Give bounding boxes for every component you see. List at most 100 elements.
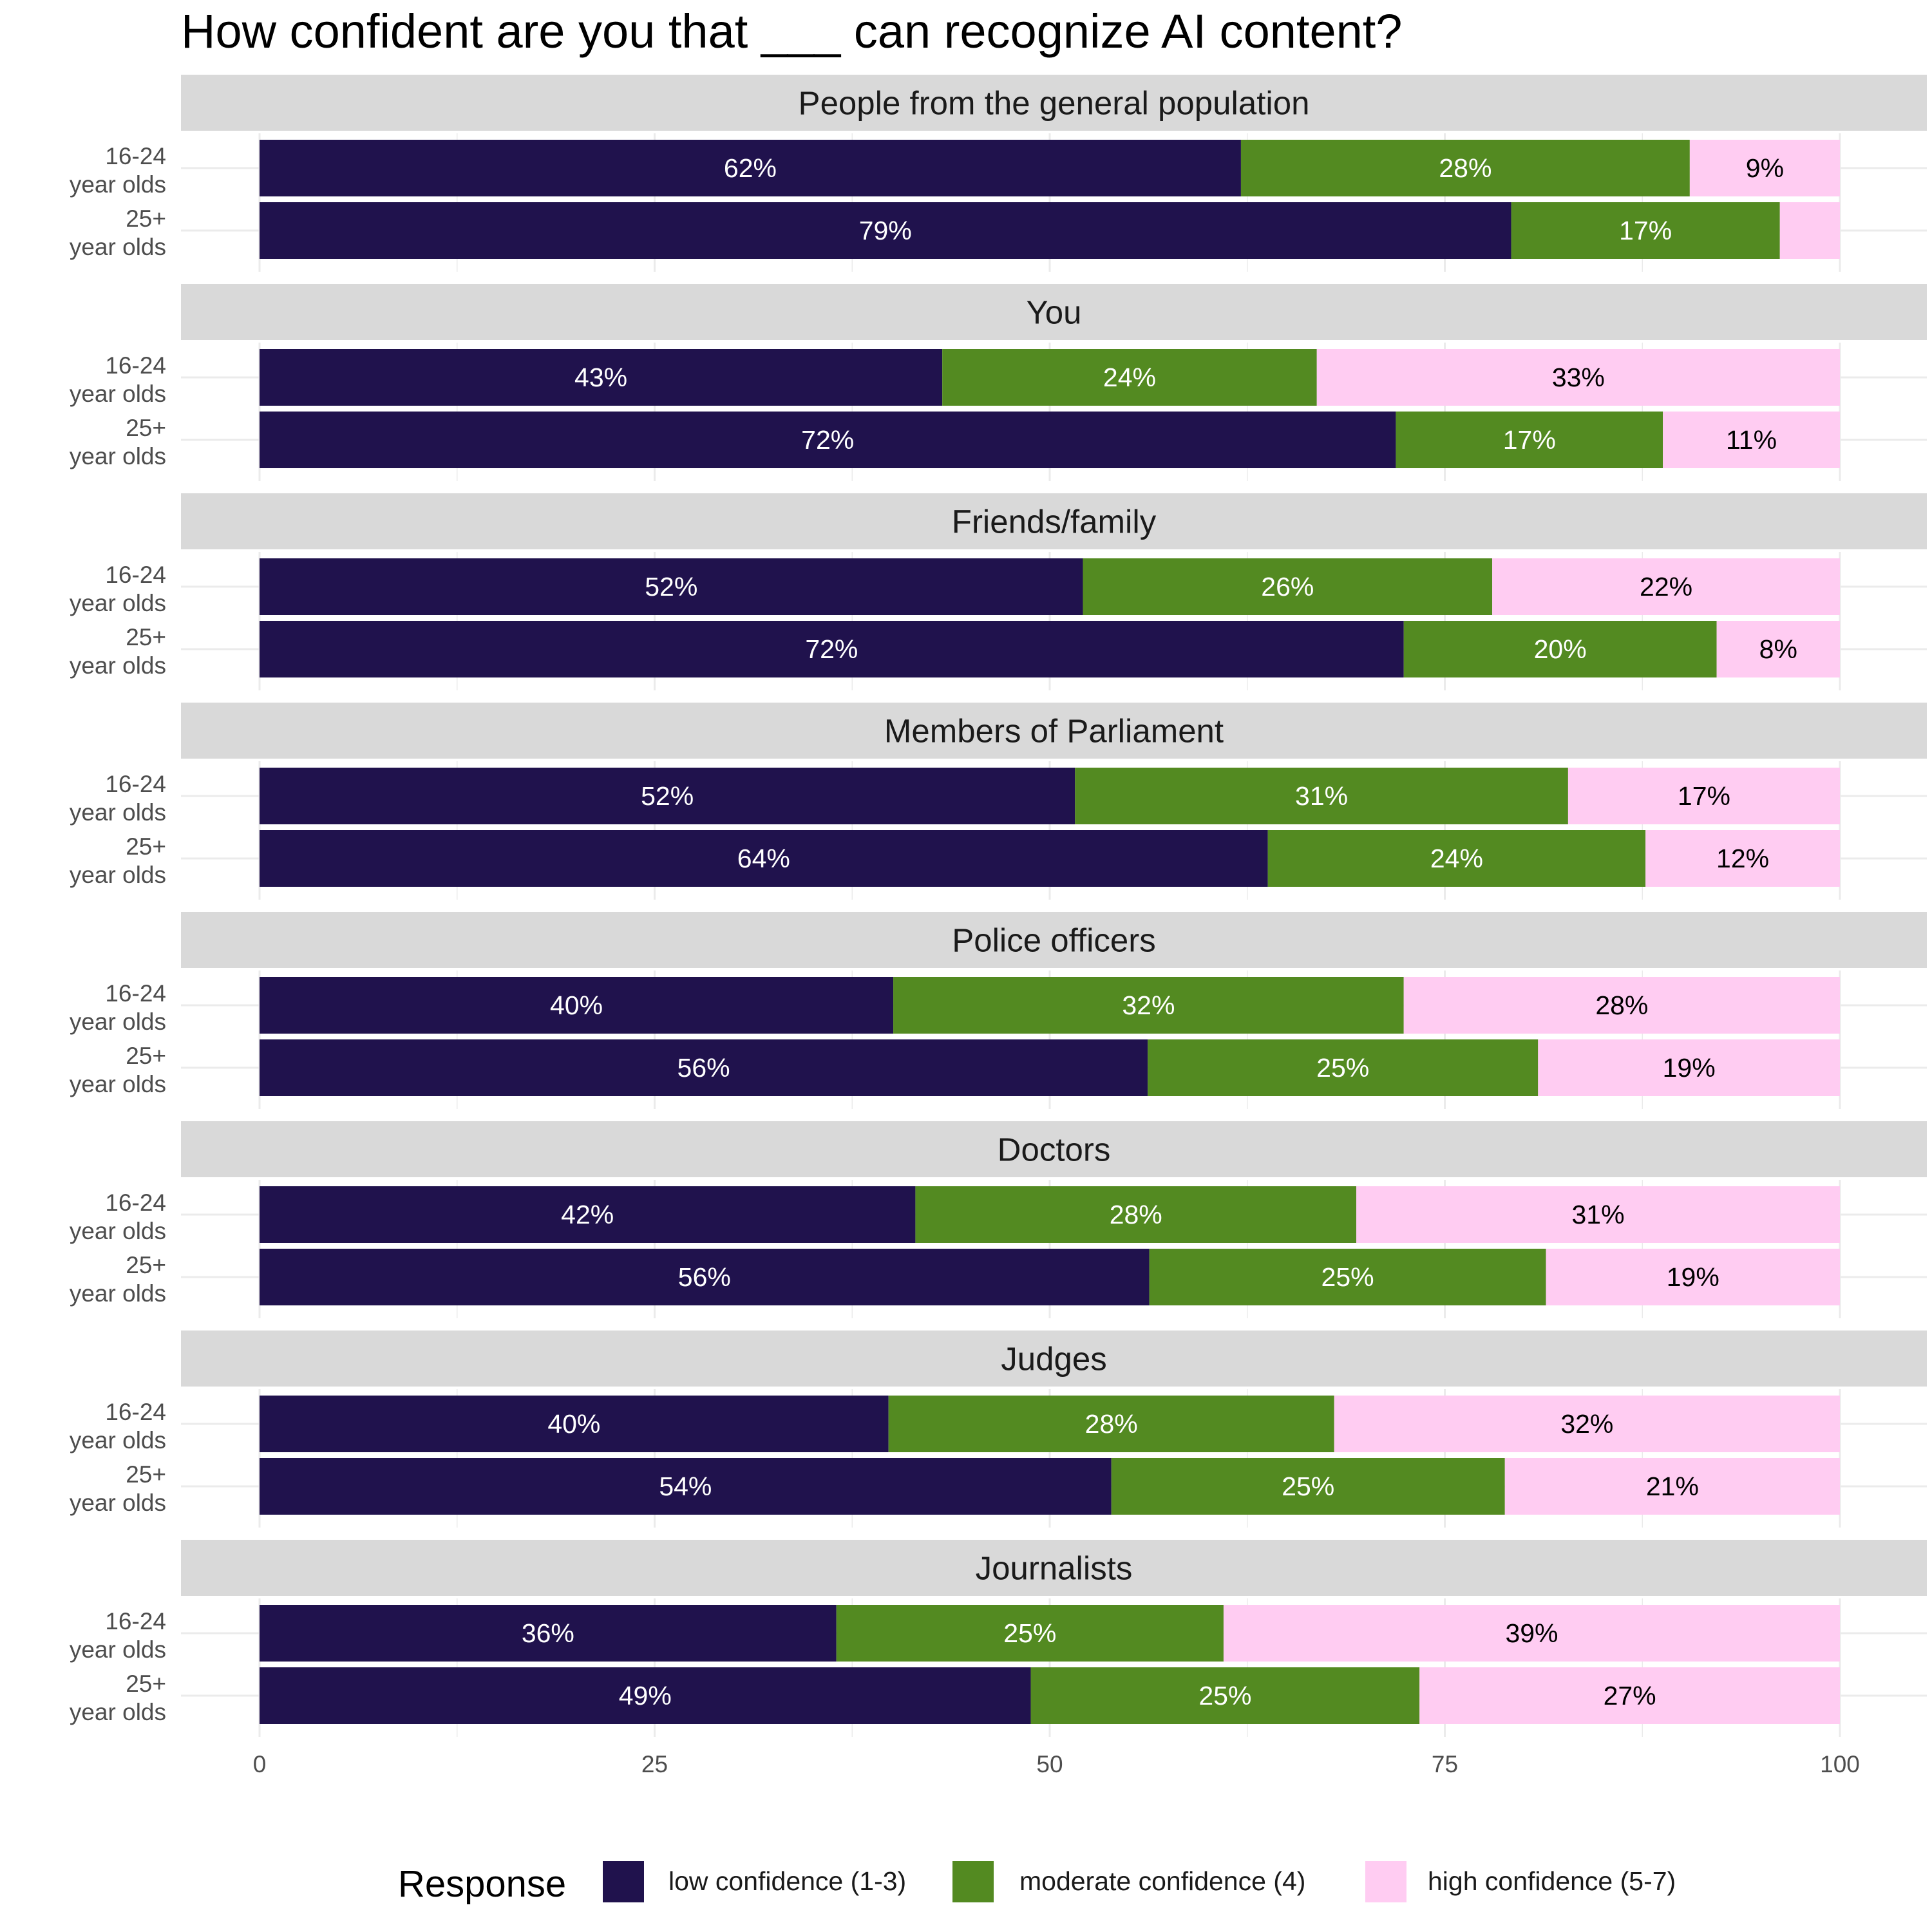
facet-strip	[181, 75, 1927, 131]
row-label-line2: year olds	[70, 381, 166, 407]
bar-segment	[1396, 412, 1663, 468]
bar-segment	[1546, 1249, 1840, 1305]
facet-strip-label: Journalists	[976, 1550, 1133, 1587]
row-label-line1: 25+	[126, 1043, 166, 1069]
row-label-line2: year olds	[70, 1009, 166, 1035]
bar-segment	[1663, 412, 1840, 468]
bar-segment	[1716, 621, 1840, 677]
bar-segment	[260, 1458, 1112, 1515]
data-label: 39%	[1505, 1618, 1558, 1648]
bar-segment	[1083, 558, 1493, 615]
bar-segment	[942, 349, 1317, 406]
data-label: 79%	[859, 216, 912, 245]
row-label-line1: 16-24	[105, 562, 166, 588]
bar-segment	[1567, 768, 1840, 824]
bar-segment	[1645, 830, 1840, 887]
data-label: 56%	[677, 1053, 730, 1083]
row-label-line2: year olds	[70, 171, 166, 198]
bar-segment	[1240, 140, 1690, 196]
row-label-line2: year olds	[70, 799, 166, 826]
data-label: 26%	[1261, 572, 1314, 601]
row-label-line2: year olds	[70, 590, 166, 616]
row-label-line2: year olds	[70, 862, 166, 888]
bar-segment	[1511, 202, 1780, 259]
facet-strip-label: Members of Parliament	[884, 713, 1224, 750]
facet-strip	[181, 912, 1927, 968]
data-label: 17%	[1619, 216, 1672, 245]
data-label: 25%	[1282, 1472, 1334, 1501]
legend: Response low confidence (1-3) moderate co…	[398, 1861, 1676, 1905]
row-label-line2: year olds	[70, 1427, 166, 1454]
bar-segment	[260, 977, 894, 1034]
bar-segment	[1779, 202, 1840, 259]
bar-segment	[1075, 768, 1568, 824]
row-label-line1: 25+	[126, 624, 166, 650]
data-label: 19%	[1667, 1262, 1719, 1292]
x-tick-label: 50	[1036, 1751, 1063, 1777]
data-label: 42%	[561, 1200, 614, 1229]
bar-segment	[1403, 621, 1717, 677]
data-label: 28%	[1595, 990, 1648, 1020]
data-label: 36%	[522, 1618, 574, 1648]
row-label-line2: year olds	[70, 1636, 166, 1663]
row-label-line1: 25+	[126, 1671, 166, 1697]
bar-segment	[260, 1039, 1148, 1096]
legend-label: moderate confidence (4)	[1019, 1866, 1305, 1896]
data-label: 72%	[805, 634, 858, 664]
bar-segment	[836, 1605, 1224, 1662]
data-label: 40%	[547, 1409, 600, 1439]
data-label: 25%	[1321, 1262, 1374, 1292]
bar-segment	[260, 202, 1511, 259]
bar-segment	[260, 412, 1396, 468]
bar-segment	[1403, 977, 1840, 1034]
data-label: 9%	[1746, 153, 1784, 183]
row-label-line1: 25+	[126, 1461, 166, 1488]
data-label: 22%	[1640, 572, 1692, 601]
facet-strip-label: People from the general population	[799, 85, 1310, 122]
legend-key	[1365, 1861, 1406, 1902]
legend-key	[952, 1861, 994, 1902]
facet-strip	[181, 1121, 1927, 1177]
data-label: 28%	[1085, 1409, 1138, 1439]
row-label-line1: 16-24	[105, 980, 166, 1007]
bar-segment	[260, 349, 943, 406]
x-tick-label: 25	[641, 1751, 668, 1777]
data-label: 8%	[1759, 634, 1797, 664]
facet-strip-label: Friends/family	[952, 504, 1157, 540]
bar-segment	[1267, 830, 1646, 887]
data-label: 40%	[550, 990, 603, 1020]
facet-strip	[181, 1331, 1927, 1387]
data-label: 24%	[1103, 363, 1156, 392]
bar-segment	[888, 1396, 1334, 1452]
data-label: 32%	[1560, 1409, 1613, 1439]
bar-segment	[260, 558, 1083, 615]
facet-strip-label: Police officers	[952, 922, 1156, 959]
row-label-line1: 25+	[126, 1252, 166, 1278]
bar-segment	[915, 1186, 1357, 1243]
data-label: 52%	[641, 781, 694, 811]
data-label: 31%	[1295, 781, 1348, 811]
row-label-line2: year olds	[70, 1280, 166, 1307]
bar-segment	[260, 1605, 837, 1662]
row-label-line2: year olds	[70, 443, 166, 469]
row-label-line1: 16-24	[105, 143, 166, 169]
data-label: 11%	[1726, 425, 1777, 455]
bar-segment	[260, 830, 1268, 887]
bar-segment	[260, 768, 1075, 824]
data-label: 56%	[678, 1262, 731, 1292]
data-label: 64%	[737, 844, 790, 873]
data-label: 12%	[1716, 844, 1769, 873]
bar-segment	[1148, 1039, 1539, 1096]
facet-panels: People from the general population16-24y…	[70, 75, 1927, 1737]
data-label: 52%	[645, 572, 697, 601]
bar-segment	[1223, 1605, 1840, 1662]
row-label-line1: 25+	[126, 833, 166, 860]
facet-strip	[181, 284, 1927, 340]
row-label-line2: year olds	[70, 1699, 166, 1725]
bar-segment	[260, 1186, 916, 1243]
row-label-line1: 25+	[126, 205, 166, 232]
row-label-line2: year olds	[70, 234, 166, 260]
